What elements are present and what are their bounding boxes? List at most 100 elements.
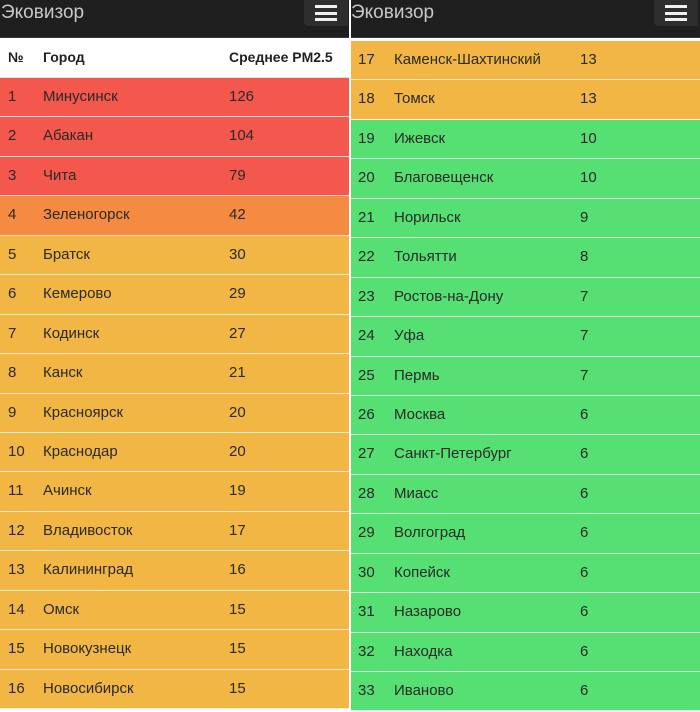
- table-row[interactable]: 13 Калининград 16: [0, 551, 350, 591]
- row-pm25-value: 7: [580, 287, 589, 305]
- hamburger-menu-icon: [665, 4, 687, 22]
- table-row[interactable]: 15 Новокузнецк 15: [0, 630, 350, 670]
- row-city: Чита: [43, 166, 77, 184]
- app-title: Эковизор: [351, 2, 435, 23]
- row-rank: 20: [358, 169, 375, 187]
- row-pm25-value: 10: [580, 169, 597, 187]
- row-city: Омск: [43, 600, 80, 618]
- row-city: Краснодар: [43, 442, 118, 460]
- row-pm25-value: 13: [580, 51, 597, 68]
- app-bar: Эковизор: [350, 0, 700, 38]
- row-pm25-value: 42: [229, 206, 246, 224]
- row-pm25-value: 6: [580, 642, 589, 660]
- table-row[interactable]: 3 Чита 79: [0, 156, 350, 197]
- table-row[interactable]: 14 Омск 15: [0, 590, 350, 631]
- row-city: Кодинск: [43, 324, 100, 342]
- table-row[interactable]: 32 Находка 6: [350, 632, 700, 672]
- table-row[interactable]: 12 Владивосток 17: [0, 511, 350, 552]
- header-city: Город: [43, 49, 85, 65]
- row-pm25-value: 27: [229, 324, 246, 342]
- row-pm25-value: 15: [229, 679, 246, 697]
- row-pm25-value: 15: [229, 640, 246, 658]
- row-rank: 17: [358, 51, 375, 68]
- ranking-list-right: 17 Каменск-Шахтинский 13 18 Томск 13 19 Ижевск 1…: [350, 41, 700, 712]
- row-city: Зеленогорск: [43, 206, 130, 224]
- row-pm25-value: 6: [580, 405, 589, 423]
- row-rank: 4: [8, 206, 17, 224]
- row-city: Томск: [394, 90, 435, 108]
- table-row[interactable]: 18 Томск 13: [350, 80, 700, 120]
- row-rank: 29: [358, 524, 375, 542]
- table-row[interactable]: 8 Канск 21: [0, 354, 350, 394]
- row-city: Ижевск: [394, 129, 446, 147]
- table-row[interactable]: 24 Уфа 7: [350, 317, 700, 357]
- row-city: Новокузнецк: [43, 640, 132, 658]
- row-rank: 6: [8, 285, 17, 303]
- table-row[interactable]: 10 Краснодар 20: [0, 432, 350, 473]
- row-city: Канск: [43, 364, 83, 382]
- row-rank: 5: [8, 245, 17, 263]
- row-pm25-value: 10: [580, 129, 597, 147]
- row-city: Санкт-Петербург: [394, 445, 512, 463]
- table-row[interactable]: 25 Пермь 7: [350, 356, 700, 396]
- table-row[interactable]: 21 Норильск 9: [350, 198, 700, 239]
- row-rank: 33: [358, 682, 375, 699]
- table-row[interactable]: 19 Ижевск 10: [350, 119, 700, 160]
- table-row[interactable]: 27 Санкт-Петербург 6: [350, 435, 700, 475]
- table-row[interactable]: 28 Миасс 6: [350, 474, 700, 515]
- table-row[interactable]: 33 Иваново 6: [350, 672, 700, 712]
- row-pm25-value: 13: [580, 90, 597, 108]
- row-rank: 24: [358, 327, 375, 345]
- table-row[interactable]: 31 Назарово 6: [350, 593, 700, 633]
- row-rank: 1: [8, 88, 17, 105]
- row-pm25-value: 6: [580, 603, 589, 621]
- menu-button[interactable]: [654, 0, 698, 26]
- table-header: № Город Среднее PM2.5: [0, 38, 350, 78]
- table-row[interactable]: 9 Красноярск 20: [0, 393, 350, 433]
- row-rank: 16: [8, 679, 25, 697]
- table-row[interactable]: 23 Ростов-на-Дону 7: [350, 277, 700, 318]
- row-city: Минусинск: [43, 88, 118, 105]
- row-pm25-value: 30: [229, 245, 246, 263]
- header-num: №: [8, 49, 24, 65]
- row-city: Уфа: [394, 327, 425, 345]
- row-pm25-value: 8: [580, 248, 589, 266]
- row-rank: 31: [358, 603, 375, 621]
- row-city: Копейск: [394, 563, 450, 581]
- table-row[interactable]: 11 Ачинск 19: [0, 472, 350, 512]
- table-row[interactable]: 5 Братск 30: [0, 235, 350, 276]
- row-city: Назарово: [394, 603, 462, 621]
- row-pm25-value: 6: [580, 682, 589, 699]
- row-city: Иваново: [394, 682, 454, 699]
- row-city: Каменск-Шахтинский: [394, 51, 541, 68]
- row-rank: 21: [358, 208, 375, 226]
- row-city: Норильск: [394, 208, 461, 226]
- row-pm25-value: 21: [229, 364, 246, 382]
- table-row[interactable]: 30 Копейск 6: [350, 553, 700, 594]
- row-rank: 30: [358, 563, 375, 581]
- table-row[interactable]: 22 Тольятти 8: [350, 238, 700, 278]
- table-row[interactable]: 16 Новосибирск 15: [0, 669, 350, 709]
- table-row[interactable]: 1 Минусинск 126: [0, 78, 350, 118]
- row-city: Миасс: [394, 484, 439, 502]
- table-row[interactable]: 29 Волгоград 6: [350, 514, 700, 554]
- row-rank: 25: [358, 366, 375, 384]
- menu-button[interactable]: [304, 0, 348, 26]
- table-row[interactable]: 4 Зеленогорск 42: [0, 196, 350, 236]
- row-rank: 23: [358, 287, 375, 305]
- table-row[interactable]: 17 Каменск-Шахтинский 13: [350, 41, 700, 81]
- table-row[interactable]: 7 Кодинск 27: [0, 314, 350, 355]
- row-rank: 28: [358, 484, 375, 502]
- table-row[interactable]: 20 Благовещенск 10: [350, 159, 700, 199]
- row-pm25-value: 16: [229, 561, 246, 579]
- table-row[interactable]: 26 Москва 6: [350, 395, 700, 436]
- table-row[interactable]: 2 Абакан 104: [0, 117, 350, 157]
- row-rank: 15: [8, 640, 25, 658]
- row-pm25-value: 19: [229, 482, 246, 500]
- row-city: Владивосток: [43, 521, 133, 539]
- row-rank: 3: [8, 166, 17, 184]
- table-row[interactable]: 6 Кемерово 29: [0, 275, 350, 315]
- app-title: Эковизор: [1, 2, 85, 23]
- row-city: Пермь: [394, 366, 440, 384]
- row-rank: 10: [8, 442, 25, 460]
